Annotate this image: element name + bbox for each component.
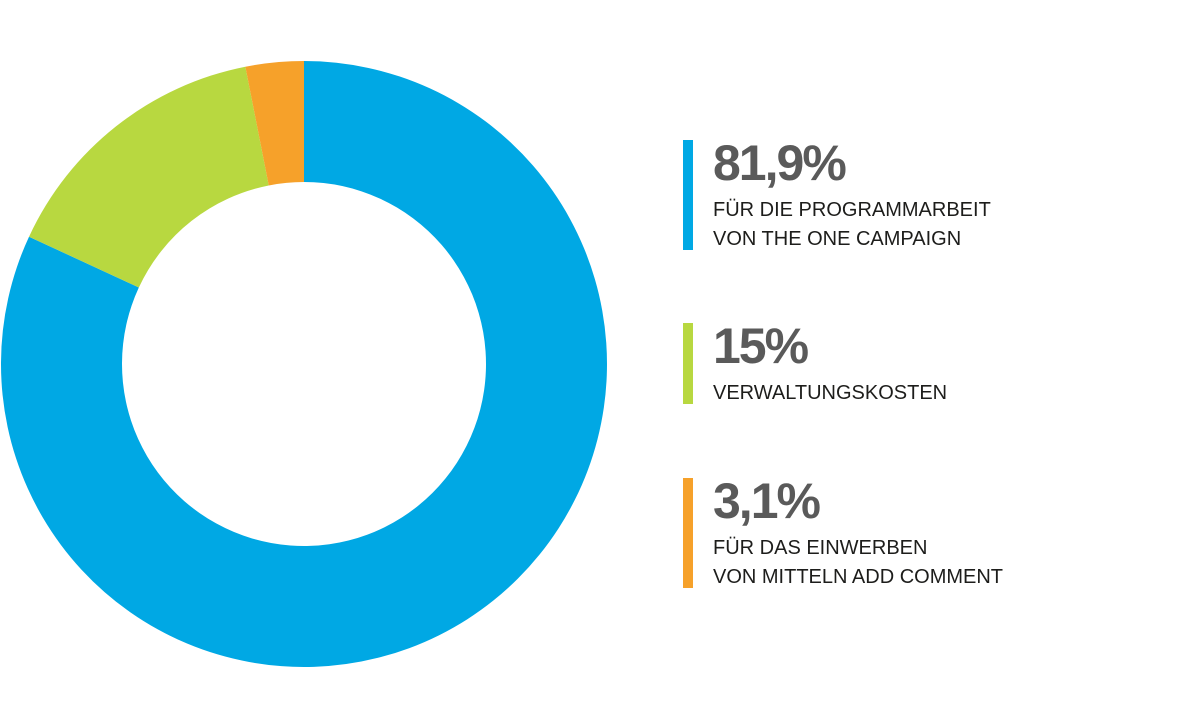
- donut-chart: [0, 61, 607, 667]
- donut-slice-1: [29, 66, 269, 288]
- legend-label: FÜR DIE PROGRAMMARBEIT VON THE ONE CAMPA…: [713, 199, 991, 250]
- legend-entry-programmarbeit: 81,9% FÜR DIE PROGRAMMARBEIT VON THE ONE…: [683, 135, 991, 254]
- legend-value: 3,1%: [713, 473, 821, 529]
- legend-color-bar: [683, 140, 693, 250]
- donut-slice-2: [245, 61, 304, 186]
- legend-value: 81,9%: [713, 135, 847, 191]
- legend-label: VERWALTUNGSKOSTEN: [713, 382, 948, 404]
- donut-slice-0: [0, 61, 607, 667]
- legend-entry-verwaltungskosten: 15% VERWALTUNGSKOSTEN: [683, 318, 948, 408]
- legend-color-bar: [683, 323, 693, 404]
- legend-entry-einwerben: 3,1% FÜR DAS EINWERBEN VON MITTELN ADD C…: [683, 473, 1004, 592]
- legend-color-bar: [683, 478, 693, 588]
- legend-value: 15%: [713, 318, 809, 374]
- legend-label: FÜR DAS EINWERBEN VON MITTELN ADD COMMEN…: [713, 537, 1004, 588]
